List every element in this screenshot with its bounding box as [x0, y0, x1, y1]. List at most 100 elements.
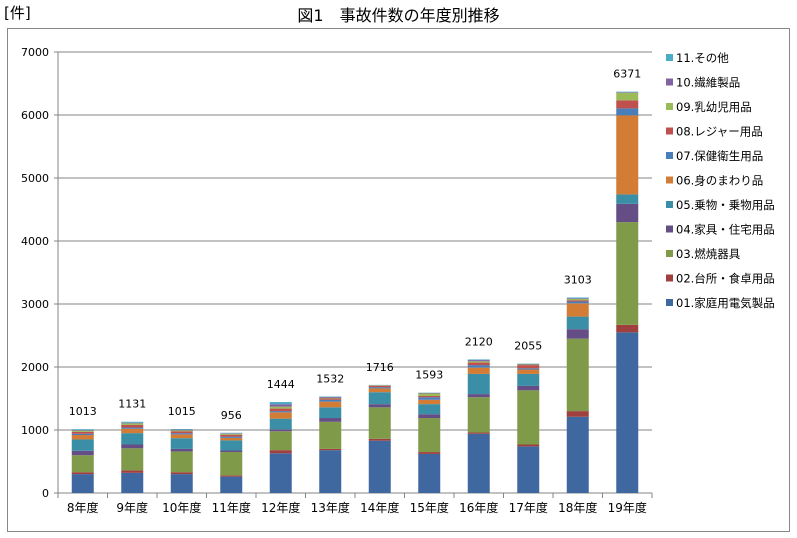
bar-segment	[418, 399, 441, 405]
legend-label: 09.乳幼児用品	[676, 100, 752, 114]
bar-segment	[418, 418, 441, 453]
bar-segment	[170, 434, 193, 439]
bar-segment	[517, 446, 540, 493]
legend-label: 11.その他	[676, 51, 729, 65]
bar-segment	[170, 474, 193, 493]
bar-segment	[319, 397, 342, 399]
bar-segment	[170, 429, 193, 431]
legend-swatch	[666, 152, 673, 159]
legend: 11.その他 10.繊維製品 09.乳幼児用品 08.レジャー用品 07.保健衛生用品 0…	[666, 51, 775, 310]
bar-segment	[319, 448, 342, 451]
bar-segment	[269, 402, 292, 405]
bar-segment	[220, 450, 243, 453]
legend-label: 08.レジャー用品	[676, 125, 763, 139]
x-tick-label: 16年度	[459, 500, 498, 515]
bar-segment	[418, 414, 441, 419]
bar-segment	[170, 472, 193, 475]
legend-swatch	[666, 299, 673, 306]
bar-segment	[517, 390, 540, 445]
bar-segment	[566, 300, 589, 302]
bar-segment	[71, 429, 94, 430]
bar-segment	[121, 424, 144, 428]
total-label: 1593	[415, 369, 443, 382]
bar-segment	[566, 329, 589, 339]
bar-segment	[121, 421, 144, 423]
legend-label: 06.身のまわり品	[676, 174, 763, 188]
bar-segment	[467, 360, 490, 362]
bar-segment	[121, 472, 144, 493]
bar-segment	[319, 418, 342, 422]
bar-segment	[566, 298, 589, 299]
bar-segment	[418, 392, 441, 394]
bar-segment	[616, 108, 639, 116]
bar-segment	[71, 439, 94, 451]
x-tick-label: 18年度	[558, 500, 597, 515]
bar-segment	[269, 418, 292, 430]
y-tick-label: 3000	[21, 298, 49, 311]
legend-label: 07.保健衛生用品	[676, 149, 763, 163]
x-tick-label: 19年度	[608, 500, 647, 515]
bar-segment	[566, 301, 589, 304]
y-tick-label: 4000	[21, 235, 49, 248]
bar-segment	[368, 438, 391, 441]
legend-swatch	[666, 127, 673, 135]
bar-segment	[71, 474, 94, 493]
chart-frame	[7, 28, 790, 532]
bar-segment	[368, 404, 391, 408]
y-tick-label: 1000	[21, 424, 49, 437]
bar-segment	[269, 450, 292, 454]
bar-segment	[616, 91, 639, 93]
bar-segment	[616, 203, 639, 223]
legend-swatch	[666, 274, 673, 282]
bar-segment	[418, 453, 441, 493]
bar-segment	[71, 435, 94, 440]
bar-segment	[467, 362, 490, 366]
bar-segment	[467, 361, 490, 363]
bar-segment	[269, 408, 292, 412]
x-tick-label: 11年度	[212, 500, 251, 515]
legend-label: 03.燃焼器具	[676, 247, 741, 261]
bar-segment	[269, 404, 292, 407]
legend-swatch	[666, 225, 673, 233]
legend-label: 02.台所・食卓用品	[676, 272, 775, 286]
x-tick-label: 9年度	[116, 500, 148, 515]
y-tick-label: 2000	[21, 361, 49, 374]
total-label: 1532	[316, 372, 344, 385]
bar-segment	[616, 115, 639, 195]
bar-segment	[368, 407, 391, 439]
legend-swatch	[666, 250, 673, 257]
bar-segment	[467, 397, 490, 433]
bar-segment	[566, 338, 589, 412]
legend-swatch	[666, 176, 673, 184]
bar-segment	[71, 431, 94, 434]
bar-segment	[517, 363, 540, 365]
bar-segment	[368, 385, 391, 388]
bar-segment	[616, 92, 639, 101]
bar-segment	[418, 393, 441, 396]
total-label: 1013	[69, 405, 97, 418]
bar-segment	[566, 297, 589, 299]
bar-segment	[269, 453, 292, 493]
bar-segment	[220, 475, 243, 477]
bar-segment	[170, 431, 193, 434]
bar-segment	[220, 452, 243, 476]
total-label: 2120	[465, 335, 493, 348]
bar-segment	[517, 368, 540, 370]
bar-segment	[220, 434, 243, 437]
bar-segment	[368, 392, 391, 405]
bar-segment	[220, 440, 243, 451]
bar-segment	[517, 369, 540, 374]
bar-segment	[467, 394, 490, 398]
bar-segment	[269, 406, 292, 409]
bar-segment	[368, 385, 391, 386]
legend-swatch	[666, 54, 673, 61]
bar-segment	[517, 365, 540, 369]
bar-segment	[170, 430, 193, 432]
x-tick-label: 8年度	[67, 500, 99, 515]
bar-segment	[467, 432, 490, 434]
bar-segment	[121, 427, 144, 429]
bar-segment	[319, 450, 342, 493]
legend-swatch	[666, 78, 673, 86]
